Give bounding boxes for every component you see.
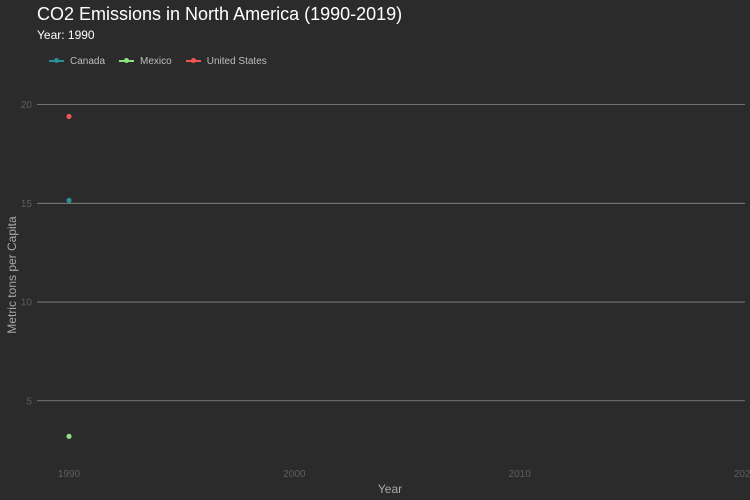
y-axis-title: Metric tons per Capita	[5, 216, 19, 334]
chart-legend: Canada Mexico United States	[49, 55, 281, 67]
y-tick-label-5: 5	[26, 396, 32, 407]
x-tick-label-1990: 1990	[58, 469, 81, 480]
y-tick-label-10: 10	[21, 298, 33, 309]
chart-subtitle: Year: 1990	[37, 28, 95, 42]
legend-item-mexico: Mexico	[119, 55, 172, 67]
legend-dot-mexico	[124, 58, 130, 63]
point-united-states-1990	[66, 113, 72, 120]
legend-label-canada: Canada	[70, 55, 106, 67]
x-axis-title: Year	[378, 482, 402, 496]
legend-key-united-states	[185, 55, 201, 67]
legend-label-mexico: Mexico	[140, 55, 172, 67]
chart-title: CO2 Emissions in North America (1990-201…	[37, 4, 403, 24]
data-points	[66, 113, 72, 439]
y-tick-label-20: 20	[21, 100, 33, 111]
point-mexico-1990	[66, 433, 72, 439]
y-tick-label-15: 15	[21, 199, 33, 210]
x-tick-label-2010: 2010	[509, 469, 532, 480]
legend-item-united-states: United States	[185, 55, 267, 67]
legend-label-united-states: United States	[206, 55, 267, 67]
x-tick-label-2020: 2020	[734, 469, 750, 480]
legend-dot-canada	[54, 58, 59, 63]
legend-key-canada	[49, 55, 64, 67]
gridlines	[37, 104, 745, 402]
legend-key-mexico	[119, 55, 135, 67]
x-tick-labels: 1990 2000 2010 2020	[58, 469, 750, 480]
x-tick-label-2000: 2000	[283, 469, 306, 480]
point-canada-1990	[66, 197, 72, 203]
y-tick-labels: 5 10 15 20	[21, 100, 33, 407]
legend-dot-united-states	[190, 58, 196, 63]
legend-item-canada: Canada	[49, 55, 105, 67]
